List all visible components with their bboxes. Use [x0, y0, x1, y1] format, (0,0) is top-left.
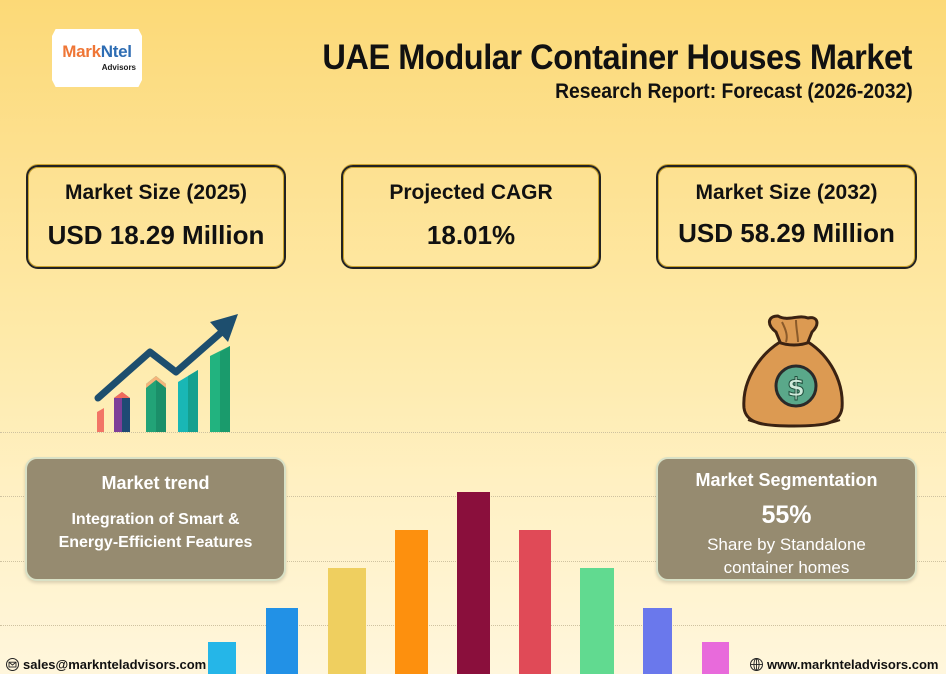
market-trend-line1: Integration of Smart &	[71, 511, 240, 528]
decorative-bar	[457, 492, 490, 674]
decorative-bar	[643, 608, 672, 674]
market-trend-line2: Energy-Efficient Features	[58, 534, 253, 551]
segmentation-share-value: 55%	[761, 501, 812, 529]
market-trend-title: Market trend	[101, 473, 210, 493]
decorative-bar	[266, 608, 298, 674]
segmentation-line1: Share by Standalone	[707, 535, 866, 554]
growth-chart-icon	[92, 312, 242, 432]
kpi-card-projected-cagr: Projected CAGR 18.01%	[341, 165, 601, 269]
decorative-bar	[519, 530, 551, 674]
decorative-bar	[580, 568, 614, 674]
email-link[interactable]: sales@marknteladvisors.com	[23, 656, 207, 672]
logo-subtitle: Advisors	[101, 63, 136, 72]
kpi-value: USD 58.29 Million	[678, 218, 895, 248]
website-link[interactable]: www.marknteladvisors.com	[767, 656, 939, 672]
page-subtitle: Research Report: Forecast (2026-2032)	[555, 80, 913, 103]
market-segmentation-title: Market Segmentation	[695, 470, 878, 490]
logo-wordmark: MarkNtel	[62, 42, 132, 61]
kpi-label: Market Size (2025)	[64, 181, 248, 204]
segmentation-line2: container homes	[723, 558, 850, 577]
decorative-bar	[702, 642, 729, 674]
decorative-bar	[208, 642, 236, 674]
kpi-value: 18.01%	[426, 220, 516, 250]
decorative-bars	[0, 480, 946, 674]
marknetel-logo: MarkNtel Advisors	[52, 29, 142, 87]
footer-website[interactable]: www.marknteladvisors.com	[750, 656, 938, 672]
page-title: UAE Modular Container Houses Market	[322, 38, 912, 77]
kpi-value: USD 18.29 Million	[47, 220, 265, 250]
money-bag-icon: $	[738, 312, 850, 430]
kpi-card-market-size-2025: Market Size (2025) USD 18.29 Million	[26, 165, 286, 269]
grid-line	[0, 432, 946, 433]
decorative-bar	[395, 530, 428, 674]
kpi-label: Market Size (2032)	[695, 181, 878, 204]
mail-icon	[6, 657, 19, 671]
globe-icon	[750, 657, 763, 671]
kpi-card-market-size-2032: Market Size (2032) USD 58.29 Million	[656, 165, 917, 269]
svg-text:$: $	[787, 373, 805, 403]
footer-email[interactable]: sales@marknteladvisors.com	[6, 656, 206, 672]
kpi-label: Projected CAGR	[389, 181, 553, 204]
market-segmentation-box: Market Segmentation 55% Share by Standal…	[656, 457, 917, 581]
decorative-bar	[328, 568, 366, 674]
market-trend-box: Market trend Integration of Smart & Ener…	[25, 457, 286, 581]
